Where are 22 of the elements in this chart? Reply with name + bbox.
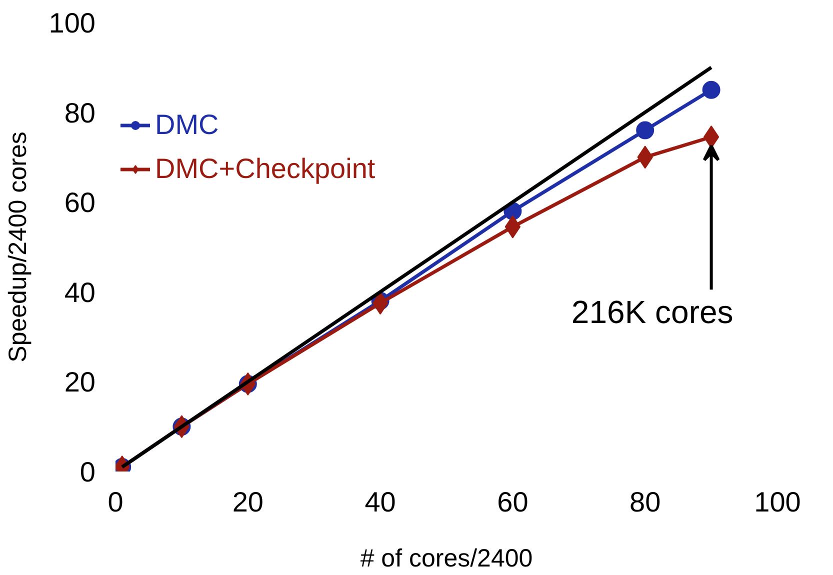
x-tick-label: 20 [232, 486, 264, 518]
point [702, 80, 720, 99]
point [703, 125, 720, 148]
point [636, 121, 654, 140]
y-axis-title: Speedup/2400 cores [4, 132, 32, 362]
y-tick-label: 20 [64, 366, 96, 398]
x-tick-label: 100 [754, 486, 801, 518]
legend-label: DMC [155, 109, 219, 141]
y-tick-label: 0 [80, 456, 96, 488]
point [372, 292, 388, 315]
x-tick-label: 40 [364, 486, 396, 518]
y-tick-label: 40 [64, 276, 96, 308]
x-axis-title: # of cores/2400 [360, 544, 533, 572]
x-tick-label: 0 [108, 486, 124, 518]
legend-label: DMC+Checkpoint [155, 153, 376, 185]
y-tick-label: 100 [48, 8, 96, 38]
point [504, 215, 521, 238]
y-tick-label: 60 [64, 187, 96, 218]
annotation: 216K cores [571, 294, 734, 330]
y-tick-label: 80 [64, 97, 96, 128]
x-tick-label: 60 [497, 486, 528, 518]
x-tick-label: 80 [630, 486, 661, 518]
